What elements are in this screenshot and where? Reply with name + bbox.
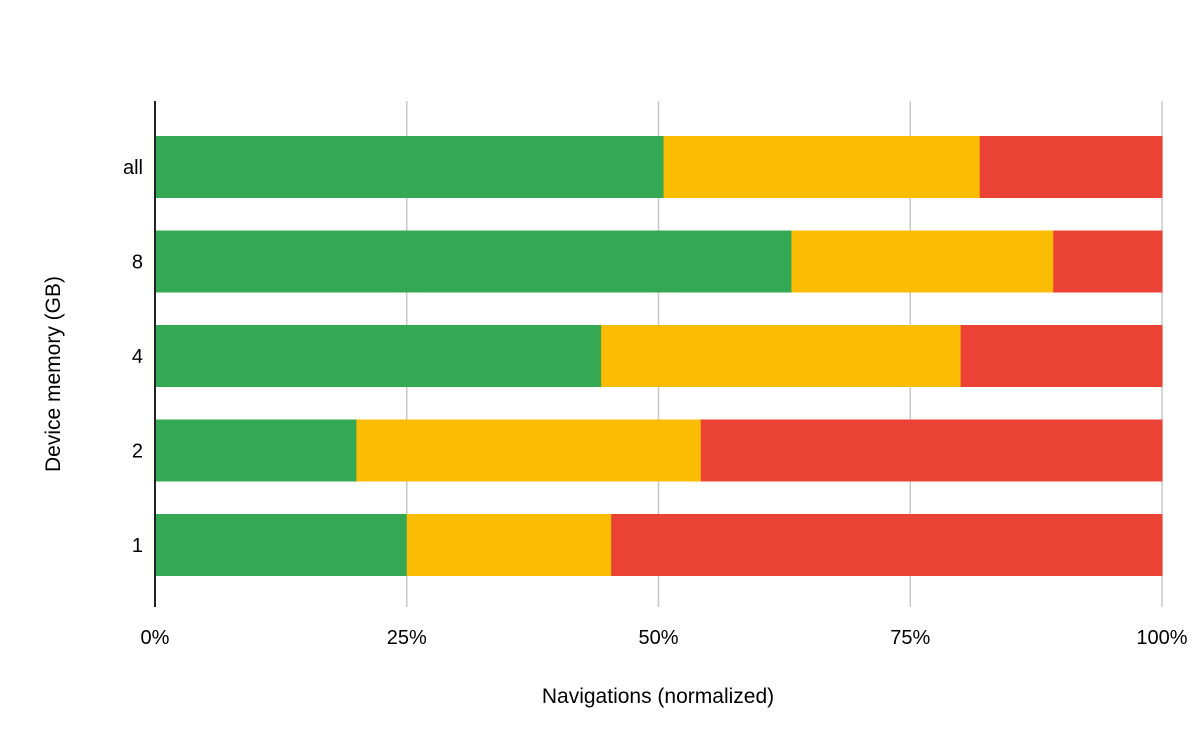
bar-segment-2-1 [155, 419, 357, 482]
x-tick-label: 100% [1136, 627, 1187, 649]
y-tick-label: 1 [132, 535, 143, 557]
bar-segment-1-2 [406, 514, 612, 576]
bar-segment-2-2 [356, 419, 702, 482]
bar-segment-8-2 [791, 230, 1054, 293]
y-tick-label: 2 [132, 441, 143, 463]
y-tick-labels: all 8 4 2 1 [123, 157, 143, 557]
x-tick-label: 25% [387, 627, 427, 649]
x-axis-title: Navigations (normalized) [542, 685, 774, 708]
x-tick-labels: 0% 25% 50% 75% 100% [141, 627, 1188, 649]
x-tick-label: 75% [890, 627, 930, 649]
bar-segment-2-3 [700, 419, 1163, 482]
y-axis-title: Device memory (GB) [42, 276, 65, 472]
y-tick-label: 8 [132, 252, 143, 274]
bar-segment-1-1 [155, 514, 408, 576]
bar-segment-4-2 [601, 325, 962, 387]
bars [155, 136, 1163, 576]
bar-segment-8-1 [155, 230, 792, 293]
bar-segment-all-2 [663, 136, 981, 198]
x-tick-label: 0% [141, 627, 170, 649]
bar-segment-4-1 [155, 325, 602, 387]
bar-segment-all-3 [979, 136, 1163, 198]
bar-segment-all-1 [155, 136, 665, 198]
y-tick-label: 4 [132, 346, 143, 368]
bar-segment-4-3 [960, 325, 1163, 387]
bar-segment-1-3 [611, 514, 1163, 576]
x-tick-label: 50% [638, 627, 678, 649]
bar-segment-8-3 [1053, 230, 1163, 293]
y-tick-label: all [123, 157, 143, 179]
